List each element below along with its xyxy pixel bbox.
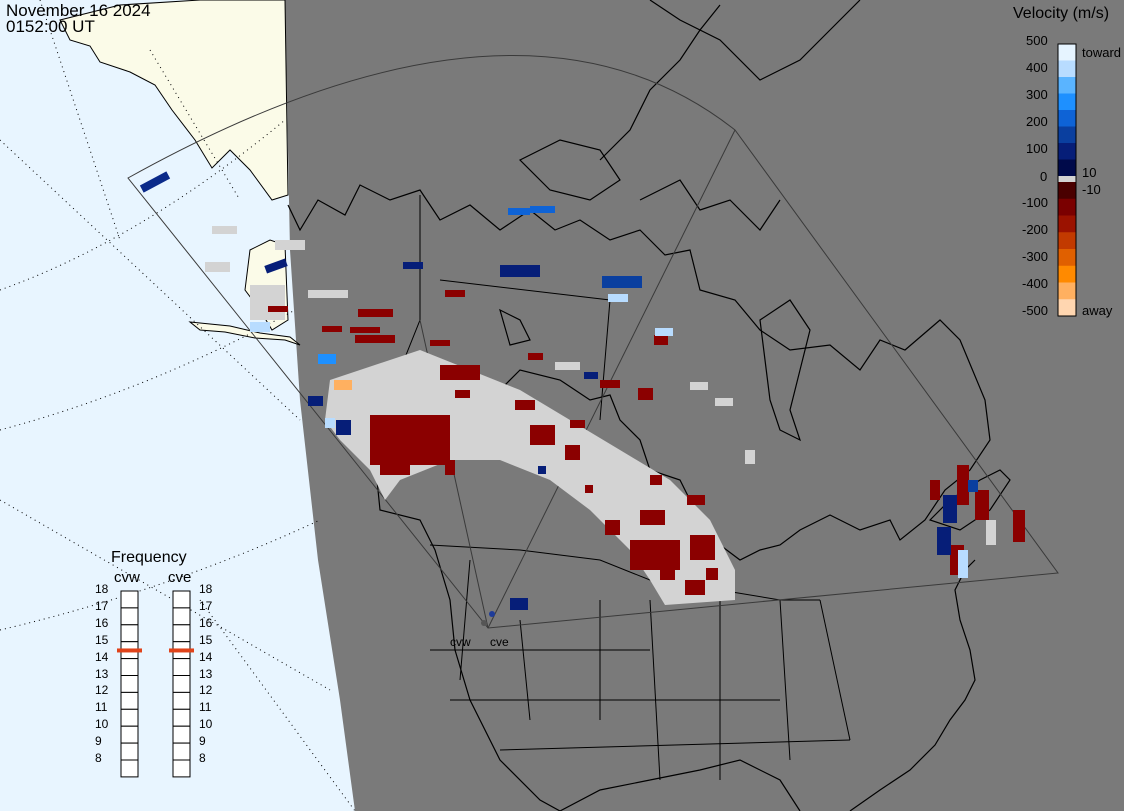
velocity-tick-label: 500 — [1026, 33, 1048, 48]
frequency-gauges — [117, 590, 194, 778]
frequency-gauge-cell — [120, 675, 139, 693]
velocity-tick-label: -500 — [1022, 303, 1049, 318]
frequency-gauge-cell — [172, 624, 191, 643]
frequency-scale-number-right: 10 — [199, 717, 213, 732]
frequency-gauge-cell — [172, 658, 191, 676]
frequency-gauge-cell — [172, 742, 191, 761]
velocity-away-cells — [268, 290, 1025, 595]
frequency-scale-number-left: 15 — [95, 632, 109, 647]
frequency-scale-number-left: 9 — [95, 734, 102, 749]
frequency-scale-number-right: 15 — [199, 632, 213, 647]
frequency-scale-number-left: 17 — [95, 598, 109, 613]
frequency-scale-number-left: 12 — [95, 683, 109, 698]
frequency-scale-number-right: 13 — [199, 666, 213, 681]
frequency-scale-number-left: 14 — [95, 649, 109, 664]
grid-lines — [0, 0, 356, 811]
velocity-scale-title: Velocity (m/s) — [1013, 5, 1110, 22]
site-marker-cve — [489, 611, 495, 617]
velocity-away-label: away — [1082, 303, 1113, 318]
aleutian-coast — [188, 321, 301, 346]
alaska-land — [59, 0, 289, 201]
frequency-gauge-cell — [172, 607, 191, 626]
site-marker-cvw — [481, 620, 487, 626]
frequency-title: Frequency — [111, 549, 187, 566]
velocity-colorbar-outline — [1057, 43, 1077, 317]
velocity-colorbar-segment — [1058, 159, 1076, 177]
frequency-scale-number-left: 18 — [95, 582, 109, 596]
frequency-gauge-cell — [172, 675, 191, 693]
frequency-gauge-cell — [120, 725, 139, 744]
velocity-tick-label: 200 — [1026, 114, 1048, 129]
frequency-marker-cvw — [117, 648, 142, 653]
frequency-scale-number-right: 16 — [199, 615, 213, 630]
frequency-gauge-cell — [172, 759, 191, 778]
velocity-colorbar-segment — [1058, 60, 1076, 78]
site-label-cvw: cvw — [450, 635, 471, 649]
frequency-scale-number-right: 11 — [199, 700, 212, 715]
velocity-tick-label: 0 — [1040, 169, 1048, 184]
velocity-colorbar-segment — [1058, 77, 1076, 94]
frequency-scale-number-right: 17 — [199, 598, 213, 613]
velocity-tick-label: 100 — [1026, 141, 1048, 156]
frequency-gauge-cell — [120, 708, 139, 727]
velocity-tick-label: 10 — [1082, 165, 1097, 180]
frequency-gauge-cell — [120, 607, 139, 626]
velocity-colorbar-segment — [1058, 44, 1076, 61]
velocity-tick-label: -400 — [1022, 276, 1049, 291]
velocity-colorbar-ground-scatter — [1058, 176, 1076, 182]
frequency-scale-number-left: 8 — [95, 751, 102, 765]
velocity-tick-label: -300 — [1022, 249, 1049, 264]
velocity-colorbar-segment — [1058, 215, 1076, 233]
frequency-gauge-cell — [120, 691, 139, 710]
frequency-scale-number-right: 9 — [199, 734, 206, 749]
frequency-column-cvw: cvw — [114, 569, 140, 586]
velocity-colorbar-segment — [1058, 198, 1076, 216]
velocity-colorbar-segment — [1058, 232, 1076, 250]
velocity-tick-label: 300 — [1026, 87, 1048, 102]
velocity-tick-label: -100 — [1022, 195, 1049, 210]
velocity-colorbar-segment — [1058, 299, 1076, 317]
velocity-tick-label: -10 — [1082, 182, 1101, 197]
velocity-colorbar-segment — [1058, 126, 1076, 144]
frequency-scale-number-right: 8 — [199, 751, 206, 765]
velocity-toward-cells — [139, 171, 978, 610]
velocity-colorbar-segment — [1058, 143, 1076, 160]
velocity-colorbar-segment — [1058, 282, 1076, 300]
frequency-scale-number-left: 10 — [95, 717, 109, 732]
date-label: November 16 2024 — [6, 1, 151, 20]
frequency-gauge-cell — [120, 658, 139, 676]
velocity-colorbar-segment — [1058, 110, 1076, 127]
frequency-scale-number-right: 12 — [199, 683, 213, 698]
frequency-gauge-cell — [120, 759, 139, 778]
frequency-gauge-cell — [120, 742, 139, 761]
radar-sites — [481, 611, 495, 626]
velocity-colorbar — [1057, 43, 1077, 317]
velocity-away-orange-cells — [334, 380, 352, 390]
frequency-gauge-cell — [120, 590, 139, 609]
site-label-cve: cve — [490, 635, 509, 649]
frequency-gauge-cell — [172, 708, 191, 727]
time-label: 0152:00 UT — [6, 17, 95, 36]
velocity-colorbar-segment — [1058, 93, 1076, 111]
frequency-scale-number-left: 11 — [95, 700, 108, 715]
frequency-gauge-cell — [172, 725, 191, 744]
frequency-gauge-cell — [172, 590, 191, 609]
velocity-colorbar-segment — [1058, 249, 1076, 267]
frequency-scale-number-right: 14 — [199, 649, 213, 664]
velocity-tick-label: -200 — [1022, 222, 1049, 237]
frequency-scale-number-right: 18 — [199, 582, 213, 596]
velocity-colorbar-segment — [1058, 265, 1076, 283]
frequency-gauge-cell — [120, 624, 139, 643]
daylight-region — [0, 0, 355, 811]
frequency-column-cve: cve — [168, 569, 192, 586]
velocity-toward-label: toward — [1082, 45, 1122, 60]
velocity-colorbar-segment — [1058, 182, 1076, 200]
frequency-scale-number-left: 13 — [95, 666, 109, 681]
velocity-tick-label: 400 — [1026, 60, 1048, 75]
frequency-marker-cve — [169, 648, 194, 653]
frequency-gauge-cell — [172, 691, 191, 710]
frequency-scale-number-left: 16 — [95, 615, 109, 630]
